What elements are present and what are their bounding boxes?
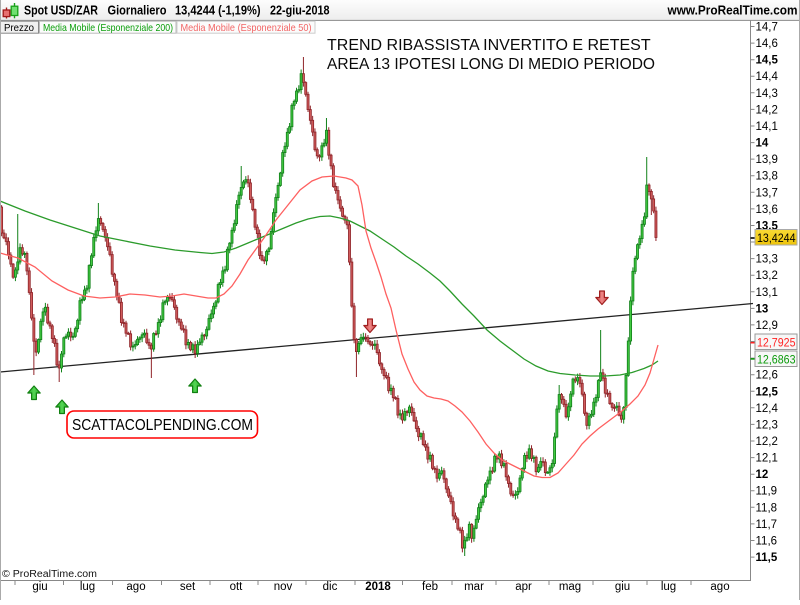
svg-text:13,7: 13,7 xyxy=(756,187,778,199)
svg-text:14: 14 xyxy=(756,138,769,150)
svg-text:AREA 13 IPOTESI LONG DI MEDIO: AREA 13 IPOTESI LONG DI MEDIO PERIODO xyxy=(327,56,655,73)
svg-text:ago: ago xyxy=(126,581,145,593)
svg-text:13,6: 13,6 xyxy=(756,204,778,216)
svg-text:12,1: 12,1 xyxy=(756,453,778,465)
svg-text:mar: mar xyxy=(464,581,484,593)
svg-text:lug: lug xyxy=(661,581,676,593)
svg-text:11,8: 11,8 xyxy=(756,502,778,514)
svg-text:13,3: 13,3 xyxy=(756,254,778,266)
svg-text:12,6: 12,6 xyxy=(756,370,778,382)
svg-text:giu: giu xyxy=(32,581,47,593)
svg-text:14,3: 14,3 xyxy=(756,88,778,100)
svg-text:14,5: 14,5 xyxy=(756,55,779,67)
svg-text:giu: giu xyxy=(615,581,630,593)
svg-text:13,8: 13,8 xyxy=(756,171,778,183)
svg-text:nov: nov xyxy=(274,581,293,593)
svg-text:12,7925: 12,7925 xyxy=(757,336,796,350)
svg-text:TREND RIBASSISTA INVERTITO E R: TREND RIBASSISTA INVERTITO E RETEST xyxy=(327,37,651,54)
svg-text:13,4244 (-1,19%): 13,4244 (-1,19%) xyxy=(175,3,261,18)
svg-text:© ProRealTime.com: © ProRealTime.com xyxy=(2,569,97,580)
svg-text:22-giu-2018: 22-giu-2018 xyxy=(270,3,330,18)
svg-text:12,6863: 12,6863 xyxy=(757,353,796,367)
svg-text:2018: 2018 xyxy=(365,581,391,593)
svg-text:ott: ott xyxy=(230,581,244,593)
svg-text:11,7: 11,7 xyxy=(756,519,778,531)
svg-text:12: 12 xyxy=(756,469,769,481)
svg-text:13,1: 13,1 xyxy=(756,287,778,299)
svg-text:Media Mobile (Esponenziale 50): Media Mobile (Esponenziale 50) xyxy=(181,22,312,34)
svg-text:13: 13 xyxy=(756,303,769,315)
svg-text:14,1: 14,1 xyxy=(756,121,778,133)
svg-text:12,5: 12,5 xyxy=(756,386,779,398)
svg-text:Giornaliero: Giornaliero xyxy=(108,3,167,18)
svg-text:lug: lug xyxy=(80,581,95,593)
svg-text:14,6: 14,6 xyxy=(756,38,778,50)
svg-text:12,9: 12,9 xyxy=(756,320,778,332)
svg-text:dic: dic xyxy=(323,581,338,593)
svg-text:11,6: 11,6 xyxy=(756,536,778,548)
svg-text:12,2: 12,2 xyxy=(756,436,778,448)
svg-text:11,5: 11,5 xyxy=(756,552,778,564)
svg-text:set: set xyxy=(180,581,196,593)
svg-text:www.ProRealTime.com: www.ProRealTime.com xyxy=(667,3,798,18)
svg-text:12,4: 12,4 xyxy=(756,403,779,415)
svg-text:Spot USD/ZAR: Spot USD/ZAR xyxy=(24,3,98,18)
svg-text:13,4244: 13,4244 xyxy=(757,231,796,245)
svg-text:14,7: 14,7 xyxy=(756,22,778,34)
svg-text:mag: mag xyxy=(559,581,581,593)
svg-text:ago: ago xyxy=(710,581,729,593)
svg-text:Prezzo: Prezzo xyxy=(4,22,34,34)
svg-text:14,2: 14,2 xyxy=(756,104,778,116)
svg-text:SCATTACOLPENDING.COM: SCATTACOLPENDING.COM xyxy=(72,417,253,434)
svg-text:13,9: 13,9 xyxy=(756,154,778,166)
svg-text:Media Mobile (Esponenziale 200: Media Mobile (Esponenziale 200) xyxy=(43,22,173,34)
svg-text:apr: apr xyxy=(515,581,532,593)
svg-text:feb: feb xyxy=(422,581,438,593)
svg-text:12,3: 12,3 xyxy=(756,419,778,431)
svg-text:11,9: 11,9 xyxy=(756,486,778,498)
svg-text:14,4: 14,4 xyxy=(756,71,779,83)
svg-text:13,2: 13,2 xyxy=(756,270,778,282)
